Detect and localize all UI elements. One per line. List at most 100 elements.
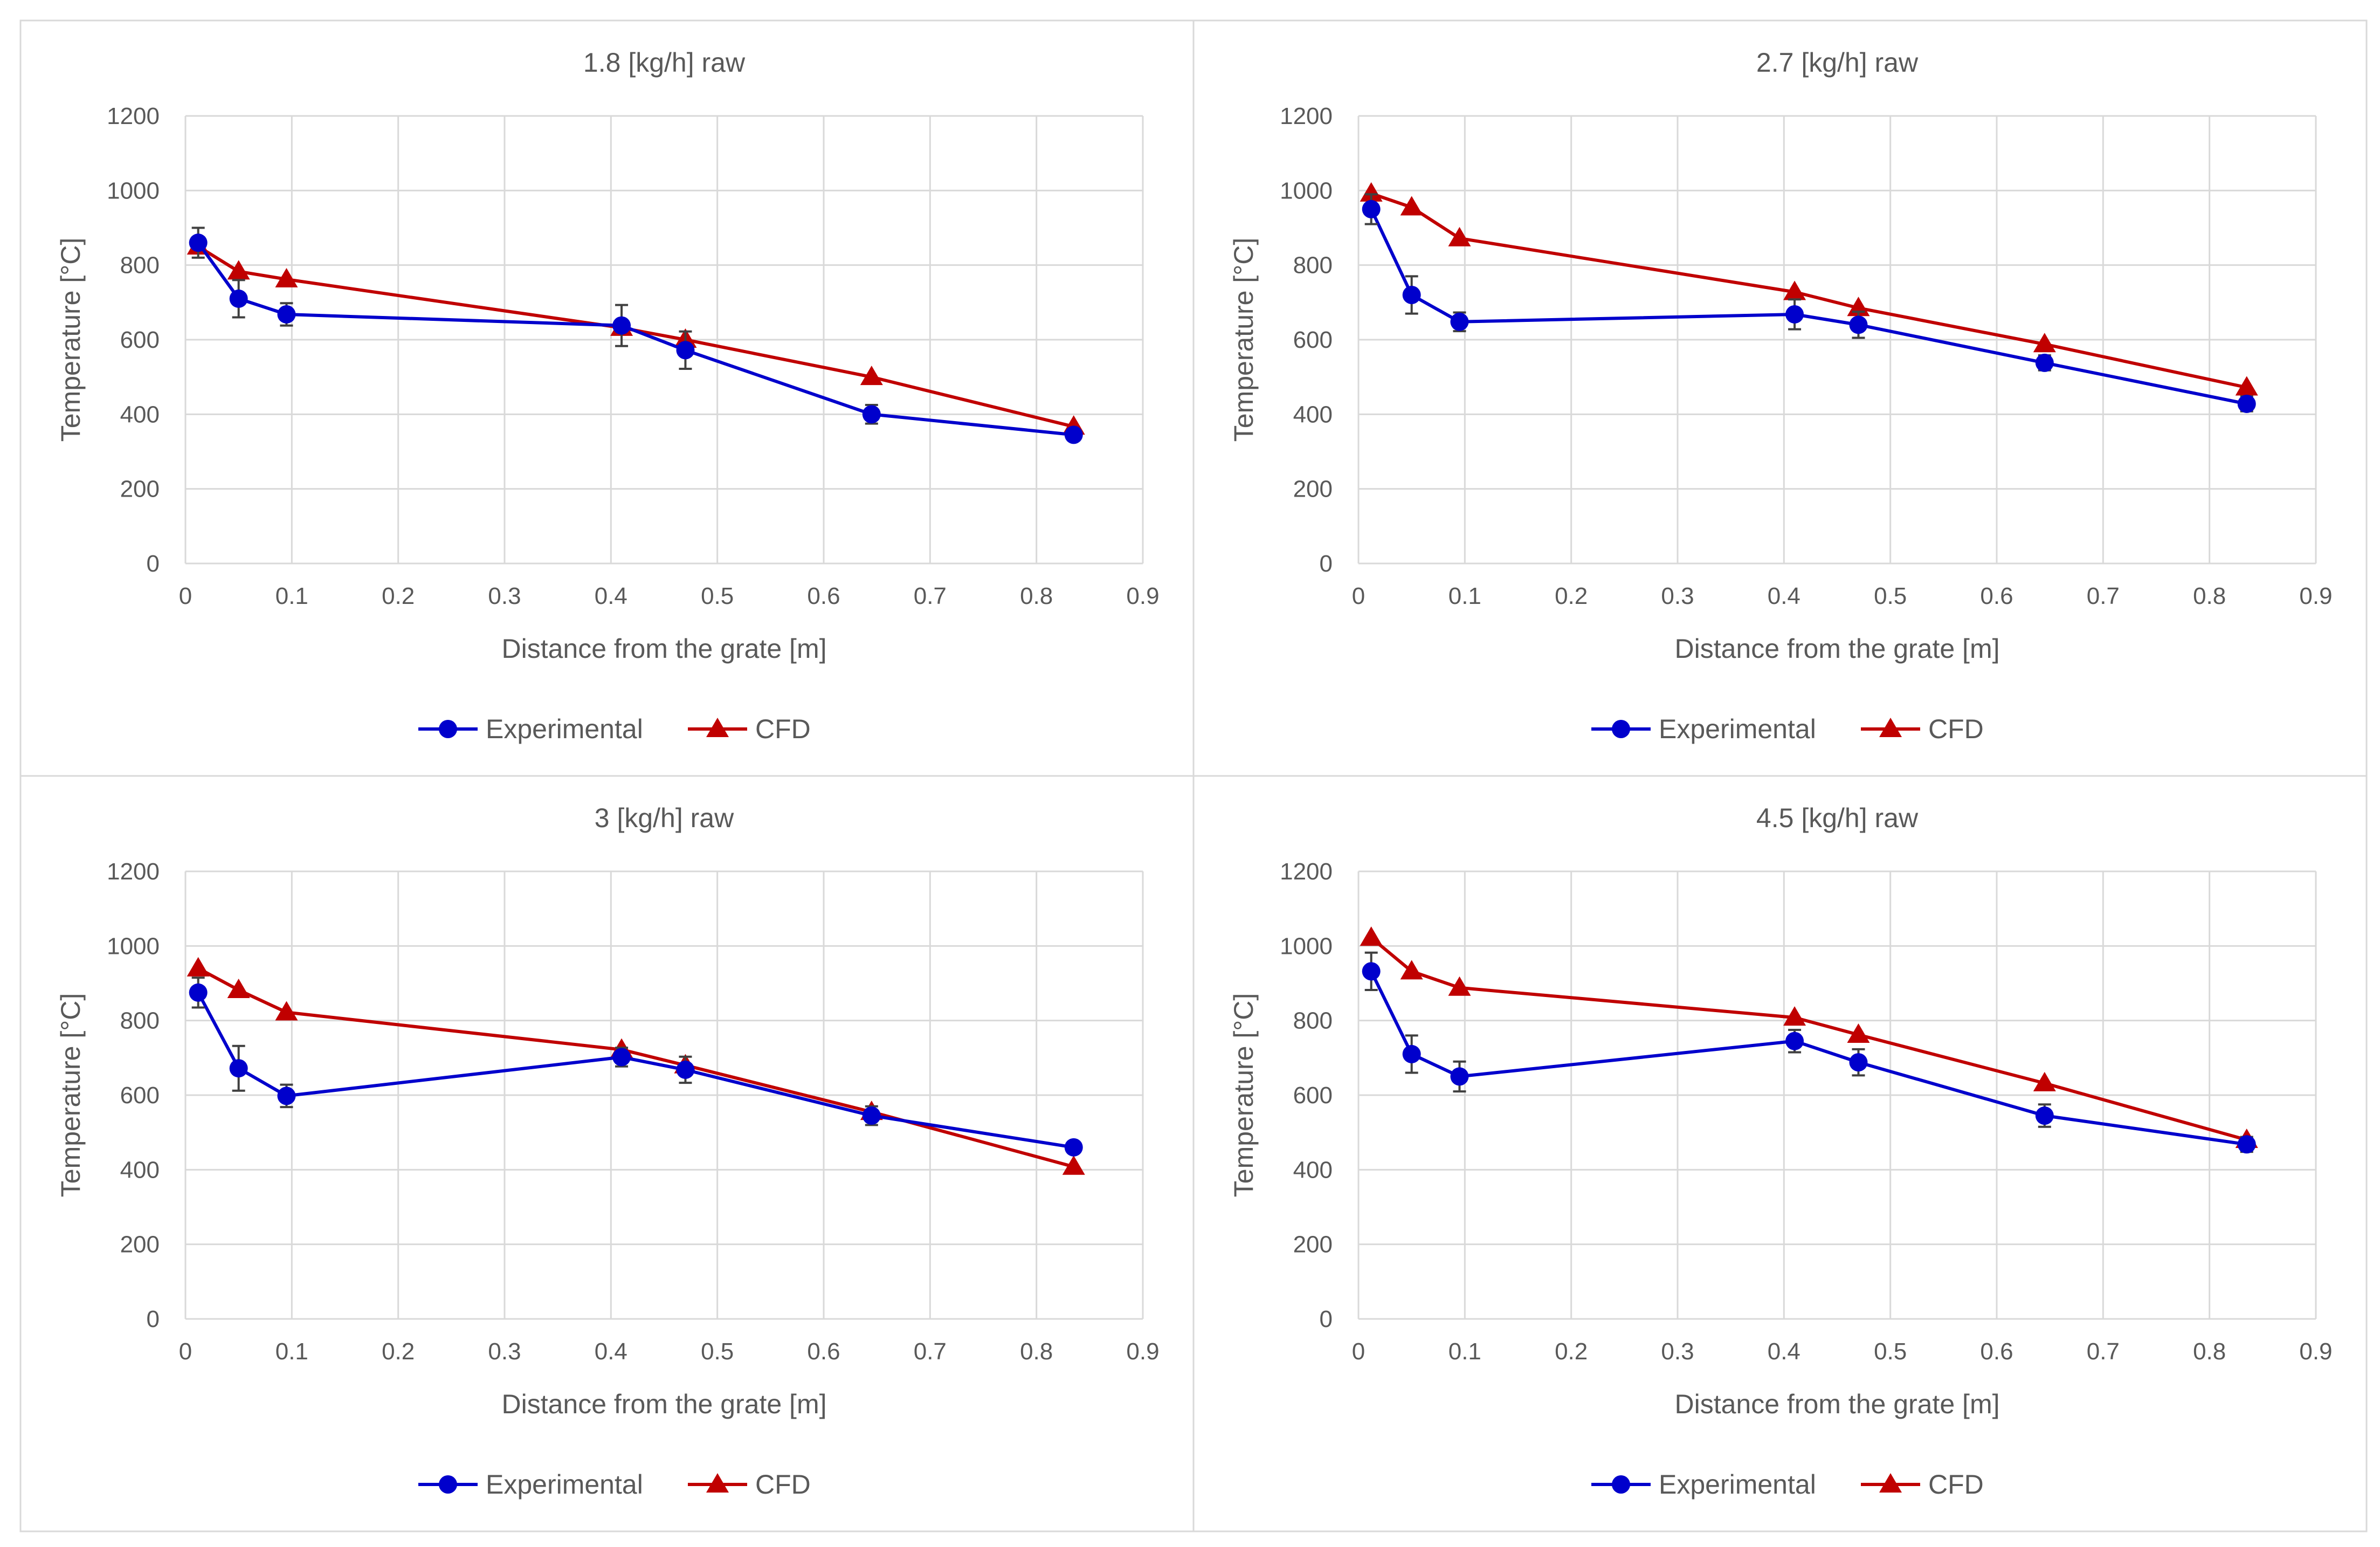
x-tick-label: 0.9: [2299, 583, 2332, 609]
data-point-experimental: [1064, 1138, 1083, 1157]
chart-panel-3: 0 200 400 600 800 1000 1200 0 0.1 0.2 0.3 0.4 0.5 0.6…: [19, 775, 1195, 1532]
data-point-experimental: [1450, 312, 1469, 331]
data-point-cfd: [227, 260, 250, 280]
y-tick-label: 600: [120, 1082, 160, 1109]
x-tick-label: 0.9: [2299, 1338, 2332, 1365]
x-tick-label: 0.3: [488, 583, 521, 609]
y-tick-label: 400: [120, 1157, 160, 1183]
data-point-experimental: [862, 1106, 881, 1125]
data-point-cfd: [275, 1001, 298, 1021]
data-point-cfd: [1400, 196, 1423, 216]
x-tick-label: 0.2: [1555, 583, 1588, 609]
y-axis-label: Temperature [°C]: [56, 238, 86, 442]
data-point-experimental: [1402, 286, 1421, 304]
x-tick-label: 0: [179, 583, 192, 609]
data-point-cfd: [227, 978, 250, 998]
legend-marker-experimental: [439, 1475, 457, 1494]
x-tick-label: 0.6: [1980, 583, 2013, 609]
legend-label-experimental: Experimental: [1659, 1469, 1816, 1500]
data-point-experimental: [1064, 425, 1083, 444]
x-tick-label: 0.1: [275, 1338, 308, 1365]
x-tick-label: 0.8: [2193, 1338, 2226, 1365]
legend-label-cfd: CFD: [1928, 1469, 1984, 1500]
x-tick-label: 0.7: [914, 1338, 947, 1365]
x-tick-label: 0: [1352, 583, 1365, 609]
y-tick-label: 400: [1293, 401, 1333, 428]
y-tick-label: 1000: [1280, 933, 1333, 959]
x-tick-label: 0.6: [807, 1338, 840, 1365]
data-point-cfd: [2033, 1071, 2056, 1091]
chart-title: 1.8 [kg/h] raw: [583, 47, 746, 78]
x-tick-label: 0.7: [2087, 1338, 2120, 1365]
y-tick-label: 800: [1293, 252, 1333, 279]
x-axis-label: Distance from the grate [m]: [1674, 1389, 1999, 1419]
data-point-experimental: [1450, 1067, 1469, 1086]
legend-label-cfd: CFD: [755, 1469, 811, 1500]
x-tick-label: 0.1: [1448, 1338, 1481, 1365]
x-tick-label: 0.8: [1020, 583, 1053, 609]
chart-panel-4: 0 200 400 600 800 1000 1200 0 0.1 0.2 0.3 0.4 0.5 0.6…: [1192, 775, 2368, 1532]
data-point-experimental: [229, 289, 248, 308]
data-point-cfd: [1448, 976, 1471, 996]
x-axis-label: Distance from the grate [m]: [1674, 634, 1999, 664]
x-tick-label: 0.5: [701, 1338, 734, 1365]
x-tick-label: 0.4: [595, 583, 627, 609]
data-point-cfd: [1847, 1023, 1870, 1043]
y-tick-label: 1000: [107, 177, 160, 204]
y-tick-label: 1200: [1280, 858, 1333, 885]
y-tick-label: 1200: [1280, 103, 1333, 129]
legend-marker-cfd: [1879, 1473, 1902, 1493]
x-tick-label: 0.4: [595, 1338, 627, 1365]
y-tick-label: 0: [1320, 1306, 1333, 1332]
y-tick-label: 600: [120, 327, 160, 353]
x-tick-label: 0.3: [488, 1338, 521, 1365]
legend-marker-cfd: [706, 718, 729, 737]
y-tick-label: 200: [120, 1232, 160, 1258]
x-axis-label: Distance from the grate [m]: [501, 1389, 826, 1419]
data-point-experimental: [277, 1087, 296, 1105]
y-tick-label: 800: [120, 1008, 160, 1034]
legend-label-cfd: CFD: [1928, 714, 1984, 744]
x-tick-label: 0.3: [1661, 583, 1694, 609]
data-point-cfd: [1783, 280, 1806, 300]
x-tick-label: 0.2: [1555, 1338, 1588, 1365]
y-tick-label: 0: [147, 551, 160, 577]
y-axis-label: Temperature [°C]: [56, 993, 86, 1197]
x-tick-label: 0.6: [1980, 1338, 2013, 1365]
y-tick-label: 1200: [107, 103, 160, 129]
legend-label-experimental: Experimental: [1659, 714, 1816, 744]
x-tick-label: 0.8: [2193, 583, 2226, 609]
data-point-experimental: [1402, 1044, 1421, 1063]
legend-label-cfd: CFD: [755, 714, 811, 744]
x-tick-label: 0.3: [1661, 1338, 1694, 1365]
data-point-experimental: [1785, 1032, 1804, 1050]
data-point-cfd: [275, 267, 298, 287]
data-point-experimental: [676, 1060, 695, 1079]
chart-panel-border: [1192, 19, 2368, 777]
data-point-cfd: [1448, 226, 1471, 246]
data-point-experimental: [2035, 1106, 2054, 1125]
data-point-experimental: [2035, 353, 2054, 372]
data-point-cfd: [860, 366, 883, 386]
x-tick-label: 0.5: [1874, 583, 1907, 609]
x-tick-label: 0.6: [807, 583, 840, 609]
data-point-cfd: [1783, 1006, 1806, 1026]
data-point-experimental: [1362, 200, 1381, 218]
y-tick-label: 600: [1293, 327, 1333, 353]
data-point-experimental: [2237, 394, 2256, 413]
chart-panel-1: 0 200 400 600 800 1000 1200 0 0.1 0.2 0.3 0.4 0.5 0.6…: [19, 19, 1195, 777]
data-point-experimental: [277, 305, 296, 324]
x-tick-label: 0.7: [914, 583, 947, 609]
legend-marker-experimental: [439, 720, 457, 738]
data-point-experimental: [1849, 315, 1868, 334]
x-tick-label: 0.4: [1768, 1338, 1800, 1365]
data-point-experimental: [189, 233, 208, 252]
x-tick-label: 0: [1352, 1338, 1365, 1365]
chart-panel-border: [19, 775, 1195, 1532]
y-tick-label: 800: [120, 252, 160, 279]
y-axis-label: Temperature [°C]: [1229, 238, 1259, 442]
y-tick-label: 1000: [1280, 177, 1333, 204]
legend-marker-cfd: [706, 1473, 729, 1493]
data-point-experimental: [1362, 962, 1381, 981]
data-point-experimental: [612, 316, 631, 335]
